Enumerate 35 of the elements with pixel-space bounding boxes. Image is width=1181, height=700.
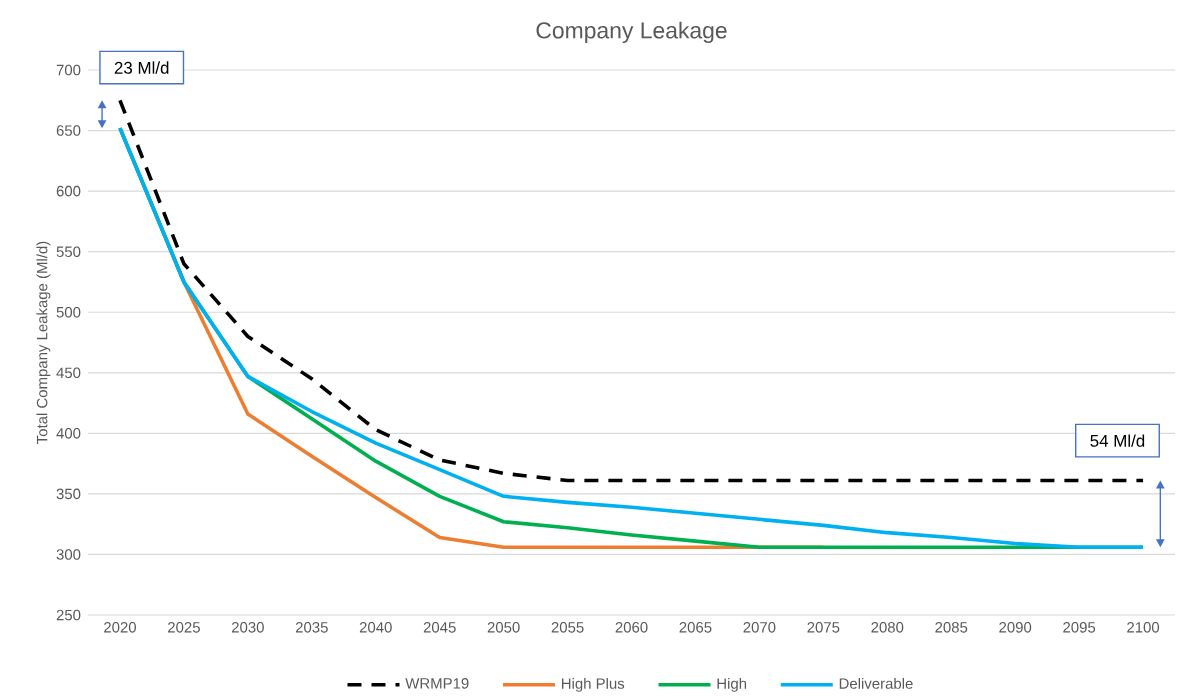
y-tick-label: 550 (56, 246, 81, 258)
x-tick-label: 2035 (295, 622, 328, 633)
y-tick-label: 300 (56, 549, 81, 560)
chart-title: Company Leakage (536, 21, 727, 44)
x-tick-label: 2060 (615, 622, 648, 633)
x-tick-label: 2055 (551, 622, 584, 633)
annotation: 23 Ml/d (114, 61, 169, 74)
x-tick-label: 2040 (359, 622, 392, 633)
legend-label: High (717, 678, 747, 692)
y-tick-label: 600 (56, 185, 81, 197)
x-tick-label: 2085 (935, 622, 968, 633)
y-tick-label: 500 (56, 307, 81, 318)
y-tick-label: 350 (56, 488, 81, 500)
x-tick-label: 2045 (423, 622, 456, 633)
y-tick-label: 400 (56, 428, 81, 439)
x-tick-label: 2020 (104, 622, 136, 633)
legend-label: Deliverable (839, 678, 913, 690)
x-tick-label: 2050 (487, 622, 520, 633)
x-tick-label: 2100 (1127, 622, 1160, 633)
x-tick-label: 2065 (679, 622, 712, 633)
x-tick-label: 2075 (807, 622, 840, 633)
x-tick-label: 2095 (1063, 622, 1096, 633)
y-tick-label: 650 (56, 125, 81, 137)
x-tick-label: 2030 (231, 622, 264, 633)
y-axis-title: Total Company Leakage (Ml/d) (36, 241, 51, 445)
annotation: 54 Ml/d (1090, 434, 1145, 447)
x-tick-label: 2025 (168, 622, 200, 633)
y-tick-label: 700 (56, 64, 81, 76)
y-tick-label: 250 (56, 609, 81, 621)
x-tick-label: 2080 (871, 622, 904, 633)
legend-label: WRMP19 (405, 678, 469, 689)
x-tick-label: 2090 (999, 622, 1032, 633)
y-tick-label: 450 (56, 367, 81, 379)
x-tick-label: 2070 (743, 622, 776, 633)
legend-label: High Plus (561, 678, 625, 692)
